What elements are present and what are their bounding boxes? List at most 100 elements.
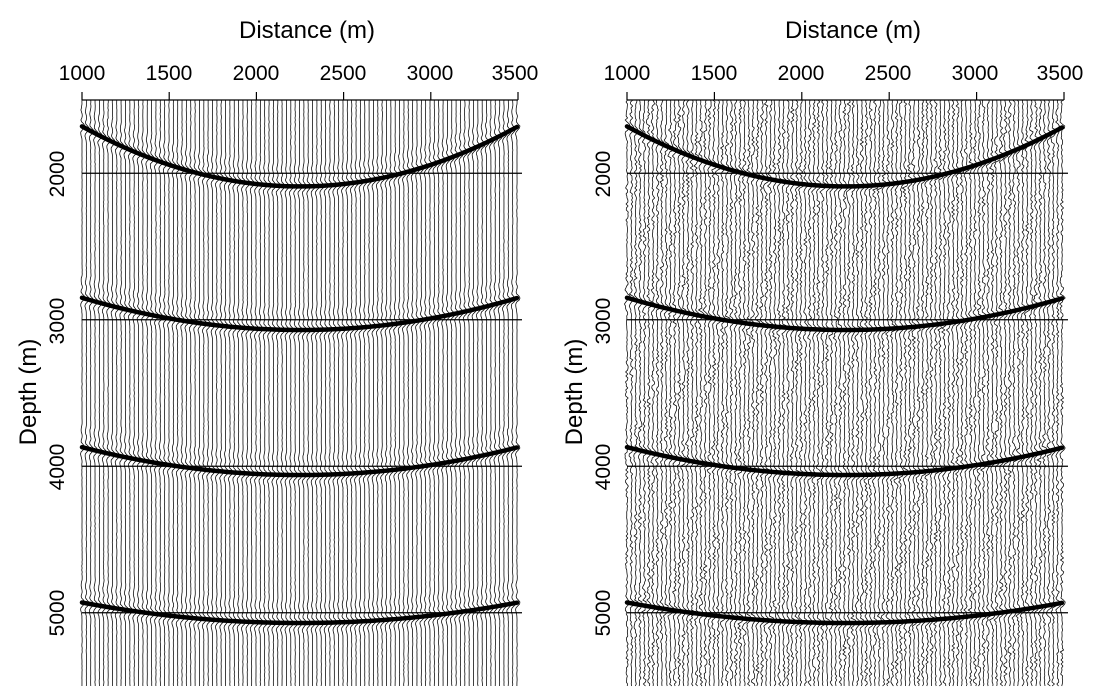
left-trace bbox=[214, 99, 221, 687]
right-trace bbox=[693, 99, 701, 687]
left-trace bbox=[502, 99, 508, 687]
right-trace bbox=[706, 99, 714, 687]
right-trace bbox=[785, 99, 792, 687]
left-trace bbox=[206, 99, 212, 687]
left-trace bbox=[315, 99, 321, 687]
left-trace bbox=[241, 99, 247, 687]
left-trace bbox=[180, 100, 186, 687]
right-trace bbox=[828, 99, 836, 687]
left-trace bbox=[332, 99, 338, 687]
right-x-ticks: 1000 1500 2000 2500 3000 3500 bbox=[604, 62, 1084, 85]
left-trace bbox=[236, 99, 243, 687]
left-trace bbox=[349, 99, 356, 687]
left-trace bbox=[393, 99, 399, 687]
right-trace bbox=[811, 99, 818, 687]
left-x-axis-title: Distance (m) bbox=[239, 17, 375, 44]
right-trace bbox=[633, 99, 640, 687]
left-trace bbox=[449, 99, 456, 687]
right-trace bbox=[815, 99, 822, 687]
left-y-ticks: 2000 3000 4000 5000 bbox=[46, 151, 69, 637]
left-trace bbox=[397, 99, 404, 687]
right-trace bbox=[1046, 99, 1053, 687]
right-trace bbox=[1023, 99, 1031, 687]
right-trace bbox=[728, 99, 735, 687]
right-trace bbox=[719, 99, 727, 687]
left-trace bbox=[262, 99, 269, 687]
left-trace bbox=[184, 99, 190, 687]
left-trace bbox=[388, 99, 395, 687]
left-trace bbox=[154, 100, 160, 687]
left-trace bbox=[158, 99, 164, 687]
right-trace bbox=[832, 99, 840, 687]
left-trace bbox=[319, 99, 325, 687]
left-trace bbox=[323, 99, 330, 687]
right-y-tick-label: 3000 bbox=[592, 298, 615, 345]
left-trace bbox=[284, 99, 291, 687]
right-x-tick-label: 2500 bbox=[865, 62, 912, 85]
right-trace bbox=[659, 99, 666, 687]
right-trace bbox=[876, 99, 884, 687]
left-trace bbox=[223, 99, 230, 687]
right-trace bbox=[654, 99, 662, 687]
left-trace bbox=[145, 99, 151, 687]
left-y-tick-label: 3000 bbox=[46, 298, 69, 345]
right-trace bbox=[1032, 99, 1040, 687]
right-trace bbox=[628, 99, 635, 687]
right-trace bbox=[850, 99, 857, 687]
left-x-tick-label: 2500 bbox=[320, 62, 367, 85]
left-reflector-3 bbox=[79, 444, 520, 478]
right-trace bbox=[671, 99, 679, 687]
right-trace bbox=[737, 99, 744, 687]
right-trace bbox=[985, 99, 992, 687]
right-trace bbox=[898, 99, 905, 687]
right-trace bbox=[1050, 99, 1057, 687]
right-trace bbox=[715, 99, 722, 687]
left-trace bbox=[101, 99, 108, 687]
right-trace bbox=[1041, 99, 1049, 687]
right-trace bbox=[645, 99, 653, 687]
right-y-tick-label: 4000 bbox=[592, 444, 615, 491]
right-trace bbox=[1015, 99, 1023, 687]
right-trace bbox=[945, 99, 953, 687]
right-trace bbox=[932, 99, 940, 687]
right-trace bbox=[789, 99, 796, 687]
right-trace bbox=[1019, 99, 1027, 687]
right-plot-area bbox=[624, 92, 1068, 687]
left-trace bbox=[132, 99, 138, 687]
left-y-axis-title: Depth (m) bbox=[15, 339, 42, 446]
right-trace bbox=[1002, 99, 1010, 687]
right-trace bbox=[893, 99, 901, 687]
left-trace bbox=[149, 99, 156, 687]
left-reflector-2 bbox=[79, 295, 520, 333]
right-trace bbox=[724, 99, 731, 687]
left-trace bbox=[110, 99, 116, 687]
right-trace bbox=[911, 99, 918, 687]
left-trace bbox=[258, 99, 264, 687]
right-trace bbox=[846, 99, 853, 687]
right-trace bbox=[794, 99, 801, 687]
right-trace bbox=[976, 99, 984, 687]
right-trace bbox=[993, 99, 1001, 687]
left-trace bbox=[354, 99, 360, 687]
left-plot-area bbox=[79, 92, 522, 687]
right-x-tick-label: 3500 bbox=[1037, 62, 1084, 85]
left-x-ticks: 1000 1500 2000 2500 3000 3500 bbox=[59, 62, 539, 85]
left-trace bbox=[249, 99, 256, 687]
left-trace bbox=[371, 99, 378, 687]
right-trace bbox=[697, 99, 705, 687]
left-trace bbox=[345, 99, 351, 687]
right-trace bbox=[1011, 99, 1018, 687]
left-x-tick-label: 1000 bbox=[59, 62, 106, 85]
right-trace bbox=[802, 99, 809, 687]
right-trace bbox=[906, 99, 914, 687]
left-trace bbox=[454, 99, 460, 687]
left-trace bbox=[93, 99, 99, 687]
right-panel: Distance (m) 1000 1500 2000 2500 3000 35… bbox=[561, 17, 1084, 687]
left-trace bbox=[210, 99, 216, 687]
right-trace bbox=[766, 99, 775, 687]
left-trace bbox=[188, 99, 195, 687]
right-trace bbox=[937, 99, 944, 687]
left-trace bbox=[475, 99, 482, 687]
left-trace bbox=[402, 99, 408, 687]
right-trace bbox=[641, 99, 649, 687]
